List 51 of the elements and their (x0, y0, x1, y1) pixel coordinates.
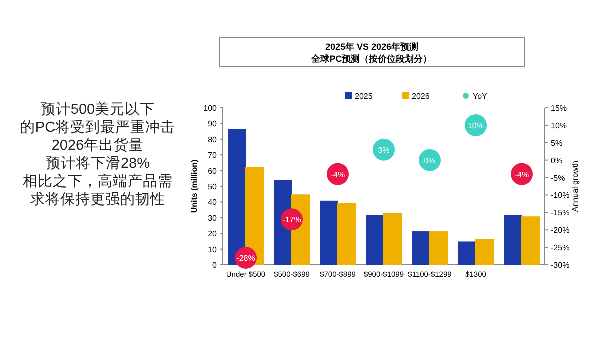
y-tick-label: 80 (208, 135, 218, 144)
bar (412, 232, 430, 266)
y2-tick-label: 0% (551, 156, 563, 166)
bar (522, 216, 540, 266)
data-label: 3% (378, 146, 390, 155)
y-tick-label: 70 (208, 151, 218, 160)
y2-tick-label: -20% (551, 226, 570, 236)
y-tick-label: 20 (208, 230, 218, 239)
y2-tick-label: -5% (551, 174, 566, 183)
y-axis-title: Units (million) (190, 160, 199, 214)
text: 预计500美元以下 (40, 101, 156, 118)
bar (504, 215, 522, 266)
chart-subtitle: 全球PC预测（按价位段划分） (310, 54, 432, 64)
y-tick-label: 100 (204, 104, 218, 113)
y2-tick-label: 15% (551, 104, 568, 113)
legend-label: YoY (473, 92, 488, 101)
bar (366, 215, 384, 266)
bar (338, 203, 356, 266)
text: 预计将下滑28% (46, 155, 150, 172)
y-tick-label: 90 (208, 120, 218, 129)
y-tick-label: 50 (208, 182, 218, 192)
chart-title: 2025年 VS 2026年预测 (325, 42, 419, 52)
y2-tick-label: -25% (551, 244, 570, 253)
y-tick-label: 60 (208, 166, 218, 176)
legend-label: 2025 (355, 92, 374, 101)
text: 的PC将受到最严重冲击 (20, 119, 176, 136)
y-tick-label: 0 (212, 261, 218, 270)
y2-tick-label: -30% (551, 261, 570, 270)
data-label: 0% (424, 156, 436, 166)
bar (430, 232, 448, 266)
data-label: -17% (282, 216, 302, 225)
data-label: -28% (236, 254, 256, 264)
data-label: -4% (330, 170, 346, 180)
y-tick-label: 30 (208, 214, 218, 223)
text: 求将保持更强的韧性 (30, 191, 166, 208)
y2-tick-label: 10% (551, 121, 568, 130)
text: 相比之下，高端产品需 (23, 173, 173, 190)
legend-label: 2026 (412, 92, 430, 101)
y2-tick-label: -15% (551, 208, 570, 218)
bar (320, 200, 338, 266)
data-label: 10% (468, 121, 484, 130)
text: 2026年出货量 (52, 137, 144, 154)
y2-tick-label: 5% (551, 138, 563, 148)
y2-axis-title: Annual growth (571, 160, 580, 212)
y-tick-label: 10 (208, 245, 218, 254)
y2-tick-label: -10% (551, 191, 570, 200)
y-tick-label: 40 (208, 198, 218, 208)
bar (384, 213, 402, 266)
bar (476, 239, 494, 266)
data-label: -4% (514, 170, 530, 180)
bar (458, 242, 476, 266)
